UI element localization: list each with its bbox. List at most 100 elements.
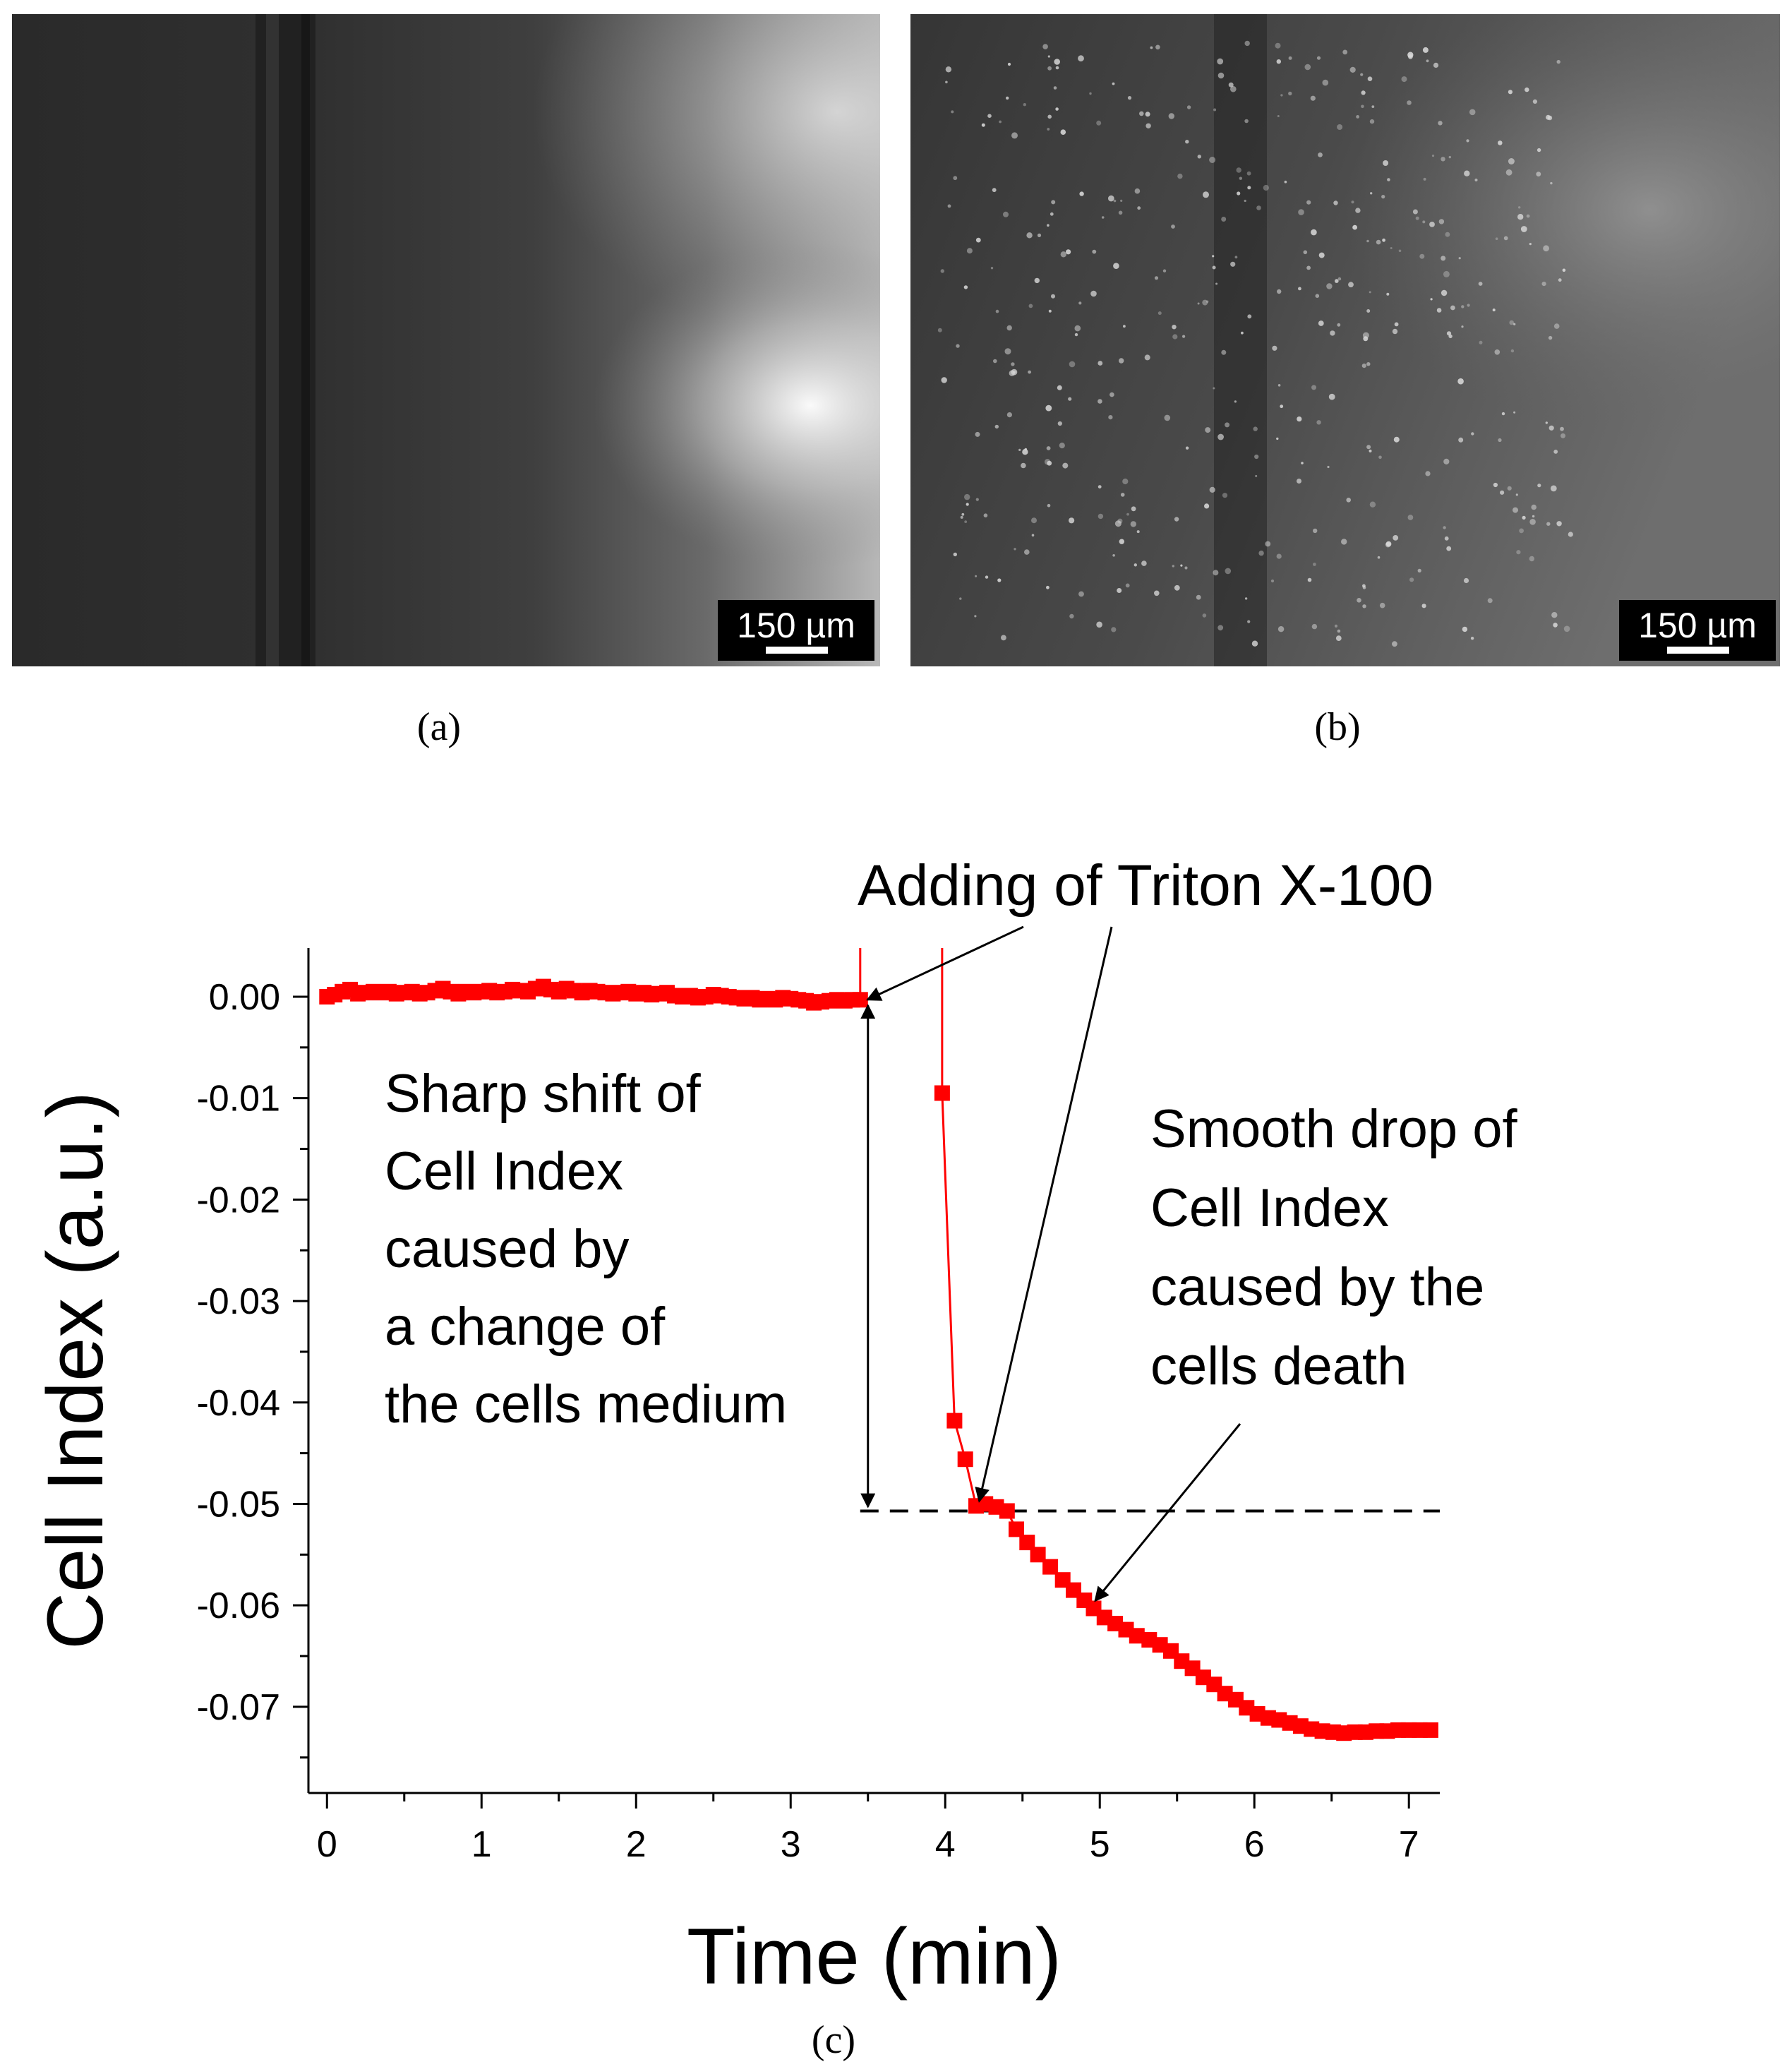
cell-particle — [956, 344, 960, 348]
cell-particle — [1055, 66, 1059, 70]
cell-particle — [1525, 87, 1529, 92]
cell-particle — [1059, 443, 1065, 449]
cell-particle — [1361, 364, 1366, 368]
data-point — [1030, 1547, 1046, 1563]
y-tick-label: -0.02 — [196, 1180, 280, 1221]
cell-particle — [983, 513, 988, 517]
cell-particle — [1407, 100, 1412, 105]
cell-particle — [1217, 433, 1224, 440]
annotation-drop-line: Cell Index — [1150, 1178, 1389, 1238]
cell-particle — [1212, 255, 1215, 258]
cell-particle — [1301, 462, 1304, 464]
cell-particle — [1526, 214, 1530, 218]
cell-particle — [1560, 426, 1564, 431]
cell-particle — [1315, 294, 1320, 299]
cell-particle — [1098, 485, 1102, 488]
cell-particle — [1492, 308, 1496, 312]
cell-particle — [1074, 325, 1081, 332]
cell-particle — [1322, 79, 1329, 86]
cell-particle — [975, 237, 981, 243]
cell-particle — [1298, 209, 1304, 215]
cell-particle — [1392, 641, 1397, 647]
cell-particle — [1409, 577, 1414, 582]
cell-particle — [1393, 436, 1400, 443]
cell-particle — [1022, 449, 1028, 455]
cell-particle — [1174, 517, 1179, 522]
cell-particle — [1276, 437, 1279, 440]
cell-particle — [1505, 169, 1513, 176]
cell-particle — [1258, 550, 1264, 556]
cell-particle — [1306, 200, 1311, 205]
cell-particle — [1549, 425, 1554, 431]
cell-particle — [1108, 415, 1113, 420]
cell-particle — [1047, 460, 1052, 466]
cell-particle — [1444, 536, 1449, 541]
cell-particle — [1421, 604, 1426, 608]
cell-particle — [1438, 219, 1445, 224]
cell-particle — [1277, 115, 1280, 117]
cell-particle — [1568, 532, 1573, 537]
cell-particle — [1123, 325, 1126, 328]
cell-particle — [1047, 55, 1050, 58]
cell-particle — [1205, 427, 1211, 433]
cell-particle — [1050, 212, 1054, 216]
cell-particle — [1448, 155, 1451, 159]
cell-particle — [1469, 109, 1476, 116]
cell-particle — [1369, 501, 1376, 508]
cell-particle — [1351, 200, 1354, 204]
cell-particle — [1048, 309, 1052, 313]
y-tick-label: -0.05 — [196, 1484, 280, 1525]
cell-particle — [964, 493, 970, 500]
cell-particle — [1561, 433, 1565, 438]
cell-particle — [1265, 541, 1271, 547]
cell-particle — [1357, 598, 1361, 603]
cell-particle — [1553, 623, 1558, 628]
cell-particle — [1217, 625, 1224, 631]
cell-particle — [1131, 506, 1136, 512]
cell-particle — [953, 552, 957, 557]
cell-particle — [1112, 554, 1115, 557]
cell-particle — [1366, 239, 1369, 243]
annotation-drop-line: Smooth drop of — [1150, 1099, 1518, 1159]
cell-particle — [1369, 119, 1375, 124]
cell-particle — [1298, 287, 1301, 291]
cell-particle — [1311, 385, 1316, 390]
cell-particle — [1398, 249, 1402, 253]
cell-particle — [1479, 340, 1483, 344]
cell-particle — [1510, 349, 1515, 353]
cell-particle — [1422, 220, 1426, 224]
cell-particle — [1011, 132, 1018, 139]
cell-particle — [1348, 282, 1354, 288]
cell-particle — [1021, 462, 1026, 469]
cell-particle — [1470, 637, 1474, 640]
cell-particle — [1328, 393, 1335, 400]
cell-particle — [1024, 549, 1030, 555]
cell-particle — [1177, 173, 1183, 179]
cell-particle — [1277, 626, 1285, 632]
cell-particle — [1127, 96, 1132, 100]
cell-particle — [940, 269, 944, 273]
cell-particle — [1367, 76, 1373, 81]
cell-particle — [1471, 432, 1474, 436]
cell-particle — [1433, 62, 1439, 68]
cell-particle — [1337, 124, 1343, 130]
cell-particle — [1318, 152, 1323, 157]
cell-particle — [1246, 171, 1251, 176]
cell-particle — [1203, 191, 1209, 198]
cell-particle — [1341, 539, 1347, 545]
cell-particle — [1532, 99, 1537, 104]
cell-particle — [1089, 92, 1092, 95]
annotation-drop-line: cells death — [1150, 1336, 1407, 1396]
cell-particle — [1247, 620, 1251, 623]
cell-particle — [1431, 155, 1435, 157]
cell-particle — [1184, 566, 1188, 570]
cell-particle — [1272, 345, 1277, 351]
cell-particle — [1069, 613, 1074, 619]
cell-particle — [1382, 238, 1385, 242]
cell-particle — [1092, 249, 1097, 254]
cell-particle — [1112, 82, 1115, 85]
cell-particle — [1237, 191, 1241, 196]
cell-particle — [1337, 323, 1341, 327]
cell-particle — [1378, 455, 1382, 460]
cell-particle — [981, 123, 985, 127]
